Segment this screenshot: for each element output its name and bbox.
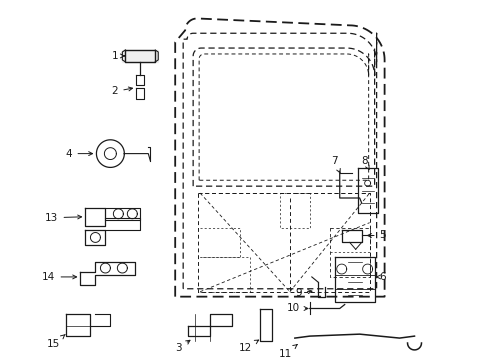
Text: 5: 5 — [367, 230, 386, 240]
Text: 9: 9 — [295, 288, 311, 298]
Text: 8: 8 — [360, 156, 368, 170]
Text: 11: 11 — [278, 345, 297, 359]
Text: 6: 6 — [376, 272, 386, 282]
Text: 3: 3 — [175, 340, 189, 353]
Text: 7: 7 — [330, 156, 340, 173]
Text: 10: 10 — [286, 303, 307, 314]
Text: 2: 2 — [111, 86, 132, 96]
Text: 4: 4 — [66, 149, 92, 159]
Text: 1: 1 — [111, 51, 124, 61]
Text: 15: 15 — [47, 334, 65, 349]
Text: 12: 12 — [238, 340, 258, 353]
Text: 13: 13 — [45, 213, 81, 223]
Text: 14: 14 — [42, 272, 77, 282]
Polygon shape — [122, 50, 158, 62]
